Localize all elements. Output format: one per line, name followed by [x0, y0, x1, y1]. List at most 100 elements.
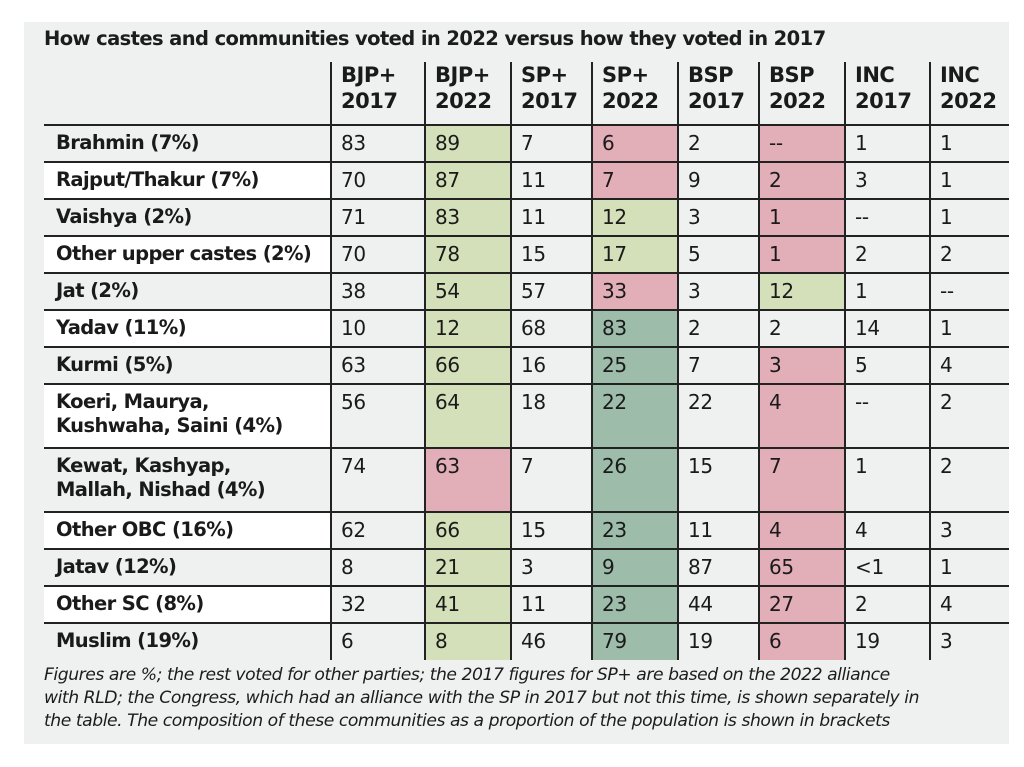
table-cell: --	[940, 279, 954, 303]
table-cell: 4	[940, 592, 953, 616]
table-cell: 1	[940, 316, 953, 340]
table-cell: 7	[592, 162, 678, 199]
table-cell: 9	[688, 168, 701, 192]
table-cell: 3	[688, 205, 701, 229]
table-cell: 64	[425, 384, 511, 448]
column-header-party: BJP+	[435, 63, 490, 87]
table-cell: 15	[521, 518, 546, 542]
table-cell: 6	[592, 125, 678, 162]
table-cell: 3	[855, 168, 868, 192]
table-cell: 2	[855, 592, 868, 616]
row-label: Jatav (12%)	[44, 549, 331, 586]
table-cell: 38	[341, 279, 366, 303]
table-cell: 71	[341, 205, 366, 229]
table-cell: 1	[855, 279, 868, 303]
column-header: SP+ 2017	[511, 62, 592, 124]
column-header-year: 2022	[769, 89, 826, 113]
table-cell: 7	[521, 131, 534, 155]
table-cell: 70	[341, 168, 366, 192]
table-cell: 1	[940, 131, 953, 155]
table-cell: 9	[592, 549, 678, 586]
table-cell: 2	[759, 162, 845, 199]
row-divider	[44, 447, 1009, 449]
table-cell: 8	[425, 623, 511, 660]
row-divider	[44, 272, 1009, 274]
row-label: Other upper castes (2%)	[44, 236, 331, 273]
table-cell: 11	[521, 205, 546, 229]
row-label-line: Kewat, Kashyap,	[56, 454, 231, 477]
row-divider	[44, 309, 1009, 311]
table-cell: 11	[688, 518, 713, 542]
footnote-line: Figures are %; the rest voted for other …	[44, 665, 890, 685]
column-header: BJP+ 2022	[425, 62, 511, 124]
row-divider	[44, 585, 1009, 587]
column-divider	[330, 62, 332, 660]
table-cell: 12	[425, 310, 511, 347]
table-cell: 66	[425, 347, 511, 384]
table-cell: 4	[855, 518, 868, 542]
table-cell: 4	[759, 512, 845, 549]
table-cell: 78	[425, 236, 511, 273]
table-cell: 57	[521, 279, 546, 303]
row-label-line: Mallah, Nishad (4%)	[56, 478, 266, 501]
table-cell: 63	[425, 448, 511, 512]
column-divider	[758, 62, 760, 660]
row-label-line: Muslim (19%)	[56, 629, 199, 652]
table-cell: 2	[940, 454, 953, 478]
row-divider	[44, 346, 1009, 348]
chart-title: How castes and communities voted in 2022…	[44, 27, 826, 50]
column-divider	[510, 62, 512, 660]
table-cell: 14	[855, 316, 880, 340]
table-cell: 3	[759, 347, 845, 384]
row-label-line: Koeri, Maurya,	[56, 390, 209, 413]
column-header: INC 2022	[930, 62, 1009, 124]
row-divider	[44, 622, 1009, 624]
column-header: BJP+ 2017	[331, 62, 425, 124]
row-label-line: Rajput/Thakur (7%)	[56, 168, 259, 191]
table-cell: 10	[341, 316, 366, 340]
row-label-line: Other upper castes (2%)	[56, 242, 312, 265]
row-label: Rajput/Thakur (7%)	[44, 162, 331, 199]
table-cell: 4	[940, 353, 953, 377]
table-cell: 32	[341, 592, 366, 616]
row-label: Vaishya (2%)	[44, 199, 331, 236]
column-header-year: 2017	[341, 89, 398, 113]
table-cell: 33	[592, 273, 678, 310]
table-cell: 1	[855, 131, 868, 155]
table-cell: 66	[425, 512, 511, 549]
table-cell: 12	[759, 273, 845, 310]
table-cell: 22	[688, 390, 713, 414]
row-label: Yadav (11%)	[44, 310, 331, 347]
table-cell: 41	[425, 586, 511, 623]
table-cell: 44	[688, 592, 713, 616]
column-header-party: INC	[940, 63, 980, 87]
row-label: Kurmi (5%)	[44, 347, 331, 384]
table-cell: --	[759, 125, 845, 162]
table-cell: 2	[769, 316, 782, 340]
row-label-line: Vaishya (2%)	[56, 205, 192, 228]
row-divider	[44, 235, 1009, 237]
row-label-line: Yadav (11%)	[56, 316, 187, 339]
table-cell: 8	[341, 555, 354, 579]
row-label: Other SC (8%)	[44, 586, 331, 623]
table-cell: 3	[940, 629, 953, 653]
table-cell: 15	[521, 242, 546, 266]
column-header-party: SP+	[602, 63, 649, 87]
row-label: Kewat, Kashyap, Mallah, Nishad (4%)	[44, 448, 331, 512]
row-label: Muslim (19%)	[44, 623, 331, 660]
column-header-party: INC	[855, 63, 895, 87]
table-cell: 2	[688, 316, 701, 340]
column-header-party: BSP	[769, 63, 815, 87]
table-cell: 11	[521, 168, 546, 192]
table-cell: 4	[759, 384, 845, 448]
table-cell: 63	[341, 353, 366, 377]
row-label-line: Jat (2%)	[56, 279, 139, 302]
row-label-line: Kurmi (5%)	[56, 353, 174, 376]
row-divider	[44, 383, 1009, 385]
table-cell: 12	[592, 199, 678, 236]
table-cell: 83	[425, 199, 511, 236]
table-cell: 1	[759, 236, 845, 273]
column-divider	[591, 62, 593, 660]
column-header-party: SP+	[521, 63, 568, 87]
table-cell: 83	[341, 131, 366, 155]
